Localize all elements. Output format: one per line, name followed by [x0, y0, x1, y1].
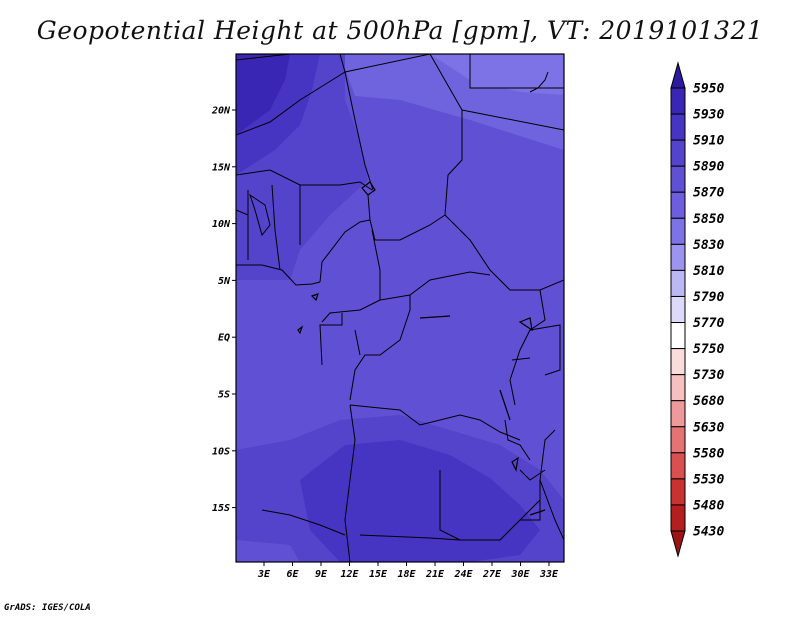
lon-tick-label: 21E — [425, 569, 445, 580]
colorbar-swatch — [670, 322, 686, 350]
colorbar-swatch — [670, 478, 686, 506]
colorbar-label: 5480 — [693, 498, 724, 513]
lat-tick-label: 15N — [212, 162, 231, 173]
region-5910-south — [300, 440, 540, 562]
colorbar-label: 5790 — [693, 290, 724, 305]
latitude-ticks: 20N 15N 10N 5N EQ 5S 10S 15S — [211, 106, 236, 514]
lon-tick-label: 12E — [340, 569, 359, 580]
colorbar-swatch — [670, 269, 686, 297]
lat-tick-label: 20N — [211, 106, 231, 117]
colorbar-swatch — [670, 452, 686, 480]
colorbar-label: 5810 — [693, 264, 724, 279]
colorbar-label: 5830 — [693, 238, 724, 253]
lat-tick-label: 10N — [212, 219, 231, 230]
colorbar-swatch — [670, 217, 686, 245]
colorbar-label: 5530 — [693, 472, 724, 487]
lon-tick-label: 30E — [510, 569, 530, 580]
region-5830-box — [470, 54, 520, 88]
lat-tick-label: 10S — [212, 446, 230, 457]
lat-tick-label: EQ — [218, 333, 230, 344]
colorbar-label: 5850 — [693, 212, 724, 227]
height-field — [236, 54, 564, 562]
colorbar-swatch — [670, 139, 686, 167]
lakes — [297, 181, 546, 516]
colorbar-swatch — [670, 87, 686, 115]
colorbar-label: 5890 — [693, 160, 724, 175]
lon-tick-label: 27E — [482, 569, 502, 580]
colorbar-swatch — [670, 165, 686, 193]
lon-tick-label: 3E — [257, 569, 271, 580]
colorbar-label: 5580 — [693, 446, 724, 461]
colorbar-swatch — [670, 348, 686, 376]
grads-credit: GrADS: IGES/COLA — [4, 603, 91, 613]
lon-tick-label: 9E — [315, 569, 328, 580]
colorbar-label: 5730 — [693, 368, 724, 383]
lon-tick-label: 15E — [369, 569, 388, 580]
colorbar-top-triangle — [670, 61, 686, 89]
colorbar-label: 5430 — [693, 525, 724, 540]
colorbar-label: 5770 — [693, 316, 724, 331]
colorbar-swatch — [670, 113, 686, 141]
colorbar: 5950 5930 5910 5890 5870 5850 5830 5810 5790 5770… — [670, 61, 724, 558]
lon-tick-label: 33E — [539, 569, 559, 580]
lon-tick-label: 18E — [397, 569, 416, 580]
map-frame — [235, 53, 565, 563]
region-5870-sw — [236, 540, 300, 562]
colorbar-swatch — [670, 191, 686, 219]
colorbar-label: 5630 — [693, 420, 724, 435]
colorbar-label: 5870 — [693, 186, 724, 201]
longitude-ticks: 3E 6E 9E 12E 15E 18E 21E 24E 27E 30E 33E — [257, 562, 559, 580]
colorbar-label: 5950 — [693, 82, 724, 97]
colorbar-swatch — [670, 295, 686, 324]
colorbar-bottom-triangle — [670, 530, 686, 558]
colorbar-swatch — [670, 504, 686, 532]
lat-tick-label: 15S — [212, 503, 230, 514]
colorbar-swatch — [670, 374, 686, 402]
colorbar-label: 5930 — [693, 108, 724, 123]
colorbar-swatch — [670, 426, 686, 454]
country-borders — [236, 54, 564, 562]
map-title: Geopotential Height at 500hPa [gpm], VT:… — [36, 16, 764, 45]
colorbar-label: 5910 — [693, 134, 724, 149]
lon-tick-label: 24E — [453, 569, 473, 580]
colorbar-label: 5680 — [693, 394, 724, 409]
lat-tick-label: 5S — [218, 390, 230, 401]
colorbar-swatch — [670, 400, 686, 428]
colorbar-label: 5750 — [693, 342, 724, 357]
lat-tick-label: 5N — [218, 276, 231, 287]
lon-tick-label: 6E — [286, 569, 299, 580]
colorbar-swatch — [670, 243, 686, 271]
region-5930 — [236, 54, 290, 135]
